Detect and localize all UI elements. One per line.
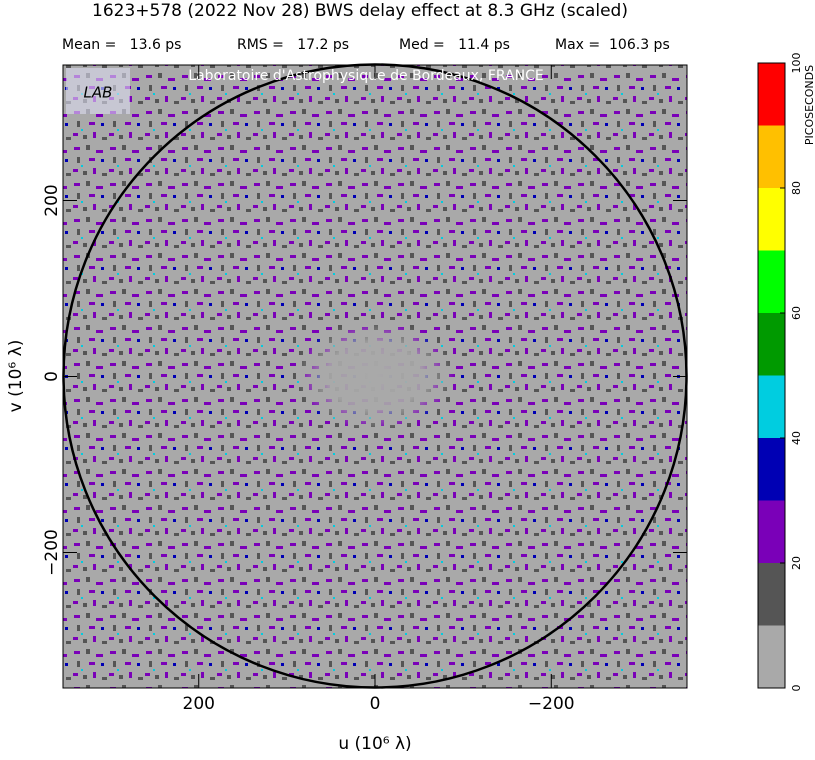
stat-label: RMS = 17.2 ps — [237, 37, 349, 53]
colorbar-band — [758, 500, 785, 563]
x-tick-label: −200 — [528, 694, 575, 714]
y-tick-label: 0 — [42, 371, 62, 382]
colorbar-band — [758, 125, 785, 188]
stat-label: Mean = 13.6 ps — [62, 37, 181, 53]
colorbar-tick-label: 100 — [790, 53, 803, 74]
y-axis-label: v (10⁶ λ) — [6, 340, 26, 413]
x-axis-label: u (10⁶ λ) — [338, 734, 411, 754]
central-gap — [295, 321, 455, 431]
logo: LAB — [84, 84, 113, 102]
colorbar-tick-label: 40 — [790, 431, 803, 445]
colorbar-band — [758, 375, 785, 438]
colorbar-band — [758, 63, 785, 126]
colorbar-tick-label: 0 — [790, 685, 803, 692]
y-tick-label: 200 — [42, 184, 62, 216]
colorbar-tick-label: 80 — [790, 181, 803, 195]
colorbar-frame — [757, 62, 786, 689]
colorbar-band — [758, 438, 785, 501]
colorbar-band — [758, 188, 785, 251]
colorbar-band — [758, 250, 785, 313]
x-tick-label: 0 — [370, 694, 381, 714]
logo-box — [66, 68, 130, 114]
y-tick-label: −200 — [42, 529, 62, 576]
colorbar-tick-label: 20 — [790, 556, 803, 570]
colorbar-band — [758, 625, 785, 688]
colorbar-tick-label: 60 — [790, 306, 803, 320]
x-tick-label: 200 — [183, 694, 215, 714]
stat-label: Med = 11.4 ps — [399, 37, 510, 53]
chart-title: 1623+578 (2022 Nov 28) BWS delay effect … — [92, 1, 628, 21]
colorbar-band — [758, 313, 785, 376]
colorbar-label: PICOSECONDS — [803, 65, 815, 145]
colorbar-band — [758, 563, 785, 626]
watermark: Laboratoire d'Astrophysique de Bordeaux,… — [188, 68, 543, 84]
stat-label: Max = 106.3 ps — [555, 37, 670, 53]
